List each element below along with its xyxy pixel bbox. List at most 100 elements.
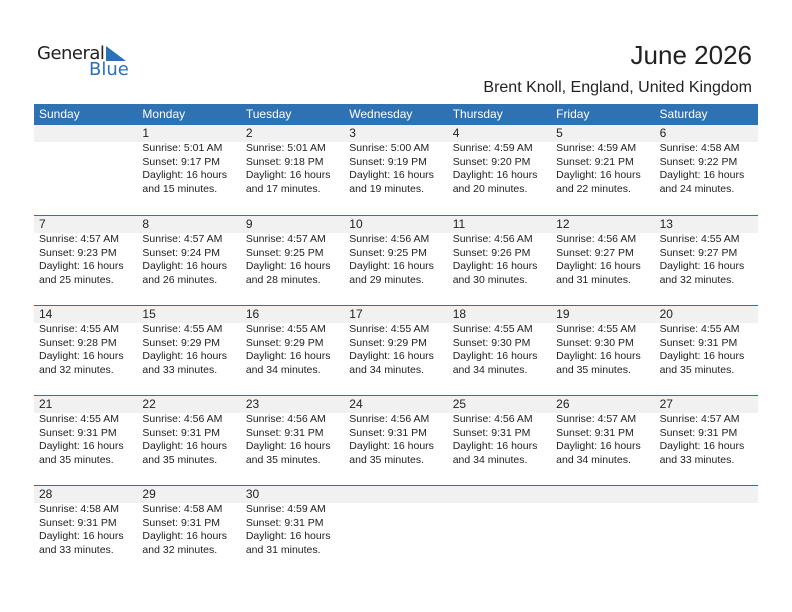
- day-number: 20: [659, 307, 673, 321]
- day-cell: 6 Sunrise: 4:58 AM Sunset: 9:22 PM Daylight…: [655, 125, 758, 213]
- day-cell: 3 Sunrise: 5:00 AM Sunset: 9:19 PM Daylight…: [344, 125, 447, 213]
- sunrise-text: Sunrise: 5:01 AM: [142, 142, 223, 154]
- sunrise-text: Sunrise: 5:00 AM: [349, 142, 430, 154]
- daylight-text: Daylight: 16 hours: [39, 350, 124, 362]
- daylight-minutes-text: and 25 minutes.: [39, 273, 114, 286]
- page-title: June 2026: [630, 40, 752, 70]
- sunset-text: Sunset: 9:29 PM: [349, 336, 427, 349]
- day-number: 28: [39, 487, 53, 501]
- daylight-minutes-text: and 28 minutes.: [245, 273, 321, 286]
- sunrise-text: Sunrise: 4:55 AM: [659, 233, 740, 245]
- weekday-saturday: Saturday: [659, 107, 708, 121]
- daylight-minutes-text: and 34 minutes.: [452, 453, 528, 466]
- sunrise-text: Sunrise: 4:55 AM: [39, 413, 119, 425]
- daylight-text: Daylight: 16 hours: [349, 440, 434, 452]
- sunrise-text: Sunrise: 4:56 AM: [452, 413, 533, 425]
- daylight-minutes-text: and 29 minutes.: [349, 273, 424, 286]
- daylight-minutes-text: and 35 minutes.: [142, 453, 218, 466]
- daylight-text: Daylight: 16 hours: [245, 440, 331, 452]
- sunset-text: Sunset: 9:31 PM: [556, 426, 634, 439]
- day-cell: 19 Sunrise: 4:55 AM Sunset: 9:30 PM Dayligh…: [551, 306, 654, 394]
- date-band: [34, 306, 758, 323]
- date-band: [34, 125, 758, 142]
- daylight-text: Daylight: 16 hours: [349, 169, 434, 181]
- day-cell: 28 Sunrise: 4:58 AM Sunset: 9:31 PM Dayligh…: [34, 486, 137, 574]
- daylight-minutes-text: and 20 minutes.: [452, 182, 528, 195]
- weekday-header: Sunday Monday Tuesday Wednesday Thursday Frid…: [34, 104, 758, 125]
- daylight-minutes-text: and 33 minutes.: [39, 543, 114, 556]
- day-number: 13: [659, 217, 673, 231]
- sunset-text: Sunset: 9:17 PM: [142, 155, 221, 168]
- day-number: 21: [39, 397, 53, 411]
- sunrise-text: Sunrise: 4:59 AM: [452, 142, 533, 154]
- weekday-thursday: Thursday: [452, 107, 503, 121]
- day-number: 24: [349, 397, 363, 411]
- sunset-text: Sunset: 9:28 PM: [39, 336, 117, 349]
- daylight-text: Daylight: 16 hours: [245, 169, 331, 181]
- sunset-text: Sunset: 9:25 PM: [245, 246, 324, 259]
- day-cell: 30 Sunrise: 4:59 AM Sunset: 9:31 PM Dayligh…: [241, 486, 344, 574]
- day-cell: 5 Sunrise: 4:59 AM Sunset: 9:21 PM Daylight…: [551, 125, 654, 213]
- daylight-text: Daylight: 16 hours: [245, 350, 331, 362]
- day-number: 12: [556, 217, 570, 231]
- sunset-text: Sunset: 9:30 PM: [556, 336, 634, 349]
- day-number: 16: [245, 307, 260, 321]
- day-cell: 13 Sunrise: 4:55 AM Sunset: 9:27 PM Dayligh…: [655, 216, 758, 304]
- day-cell: 15 Sunrise: 4:55 AM Sunset: 9:29 PM Dayligh…: [137, 306, 240, 394]
- daylight-text: Daylight: 16 hours: [452, 350, 538, 362]
- daylight-text: Daylight: 16 hours: [142, 440, 228, 452]
- daylight-minutes-text: and 35 minutes.: [39, 453, 114, 466]
- day-cell: 27 Sunrise: 4:57 AM Sunset: 9:31 PM Dayligh…: [655, 396, 758, 484]
- daylight-text: Daylight: 16 hours: [556, 260, 641, 272]
- sunset-text: Sunset: 9:26 PM: [452, 246, 531, 259]
- day-number: 9: [245, 217, 253, 231]
- sunrise-text: Sunrise: 4:57 AM: [142, 233, 223, 245]
- daylight-text: Daylight: 16 hours: [245, 530, 331, 542]
- sunrise-text: Sunrise: 4:57 AM: [556, 413, 637, 425]
- sunset-text: Sunset: 9:24 PM: [142, 246, 221, 259]
- day-number: 3: [349, 126, 356, 140]
- daylight-minutes-text: and 35 minutes.: [245, 453, 321, 466]
- daylight-text: Daylight: 16 hours: [659, 440, 745, 452]
- sunset-text: Sunset: 9:27 PM: [659, 246, 738, 259]
- daylight-text: Daylight: 16 hours: [659, 260, 745, 272]
- daylight-minutes-text: and 34 minutes.: [556, 453, 631, 466]
- day-number: 5: [556, 126, 563, 140]
- daylight-text: Daylight: 16 hours: [142, 350, 228, 362]
- daylight-minutes-text: and 32 minutes.: [142, 543, 218, 556]
- week-row: 1 Sunrise: 5:01 AM Sunset: 9:17 PM Daylight…: [34, 125, 758, 215]
- daylight-minutes-text: and 34 minutes.: [452, 363, 528, 376]
- daylight-text: Daylight: 16 hours: [142, 169, 228, 181]
- day-cell: 7 Sunrise: 4:57 AM Sunset: 9:23 PM Daylight…: [34, 216, 137, 304]
- day-cell: 21 Sunrise: 4:55 AM Sunset: 9:31 PM Dayligh…: [34, 396, 137, 484]
- sunrise-text: Sunrise: 4:56 AM: [349, 413, 430, 425]
- daylight-minutes-text: and 33 minutes.: [659, 453, 735, 466]
- daylight-minutes-text: and 26 minutes.: [142, 273, 218, 286]
- daylight-text: Daylight: 16 hours: [349, 350, 434, 362]
- day-cell: 4 Sunrise: 4:59 AM Sunset: 9:20 PM Daylight…: [448, 125, 551, 213]
- day-cell: 1 Sunrise: 5:01 AM Sunset: 9:17 PM Daylight…: [137, 125, 240, 213]
- day-number: 18: [452, 307, 467, 321]
- date-band: [34, 216, 758, 233]
- daylight-text: Daylight: 16 hours: [556, 440, 641, 452]
- sunset-text: Sunset: 9:31 PM: [142, 516, 221, 529]
- sunset-text: Sunset: 9:31 PM: [245, 426, 324, 439]
- location-subtitle: Brent Knoll, England, United Kingdom: [483, 79, 752, 96]
- sunset-text: Sunset: 9:31 PM: [349, 426, 427, 439]
- day-cell: 12 Sunrise: 4:56 AM Sunset: 9:27 PM Dayligh…: [551, 216, 654, 304]
- sunset-text: Sunset: 9:31 PM: [39, 426, 117, 439]
- daylight-minutes-text: and 19 minutes.: [349, 182, 424, 195]
- daylight-minutes-text: and 35 minutes.: [349, 453, 424, 466]
- day-number: 19: [556, 307, 570, 321]
- weekday-monday: Monday: [142, 107, 186, 121]
- daylight-minutes-text: and 32 minutes.: [39, 363, 114, 376]
- day-cell: 18 Sunrise: 4:55 AM Sunset: 9:30 PM Dayligh…: [448, 306, 551, 394]
- day-number: 26: [556, 397, 570, 411]
- day-number: 10: [349, 217, 363, 231]
- day-number: 11: [452, 217, 466, 231]
- sunrise-text: Sunrise: 4:56 AM: [245, 413, 326, 425]
- logo-general-text: General: [37, 43, 105, 64]
- daylight-minutes-text: and 30 minutes.: [452, 273, 528, 286]
- day-cell: 22 Sunrise: 4:56 AM Sunset: 9:31 PM Dayligh…: [137, 396, 240, 484]
- daylight-text: Daylight: 16 hours: [556, 350, 641, 362]
